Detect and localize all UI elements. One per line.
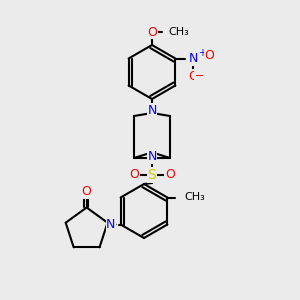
Text: CH₃: CH₃ xyxy=(168,27,189,37)
Text: N: N xyxy=(189,52,198,65)
Text: S: S xyxy=(148,168,156,182)
Text: O: O xyxy=(129,169,139,182)
Text: +: + xyxy=(198,49,206,58)
Text: O: O xyxy=(204,49,214,62)
Text: O: O xyxy=(147,26,157,38)
Text: N: N xyxy=(147,151,157,164)
Text: O: O xyxy=(188,70,198,83)
Text: CH₃: CH₃ xyxy=(184,193,205,202)
Text: O: O xyxy=(82,185,92,198)
Text: N: N xyxy=(147,103,157,116)
Text: −: − xyxy=(195,71,204,82)
Text: O: O xyxy=(165,169,175,182)
Text: N: N xyxy=(106,218,116,231)
